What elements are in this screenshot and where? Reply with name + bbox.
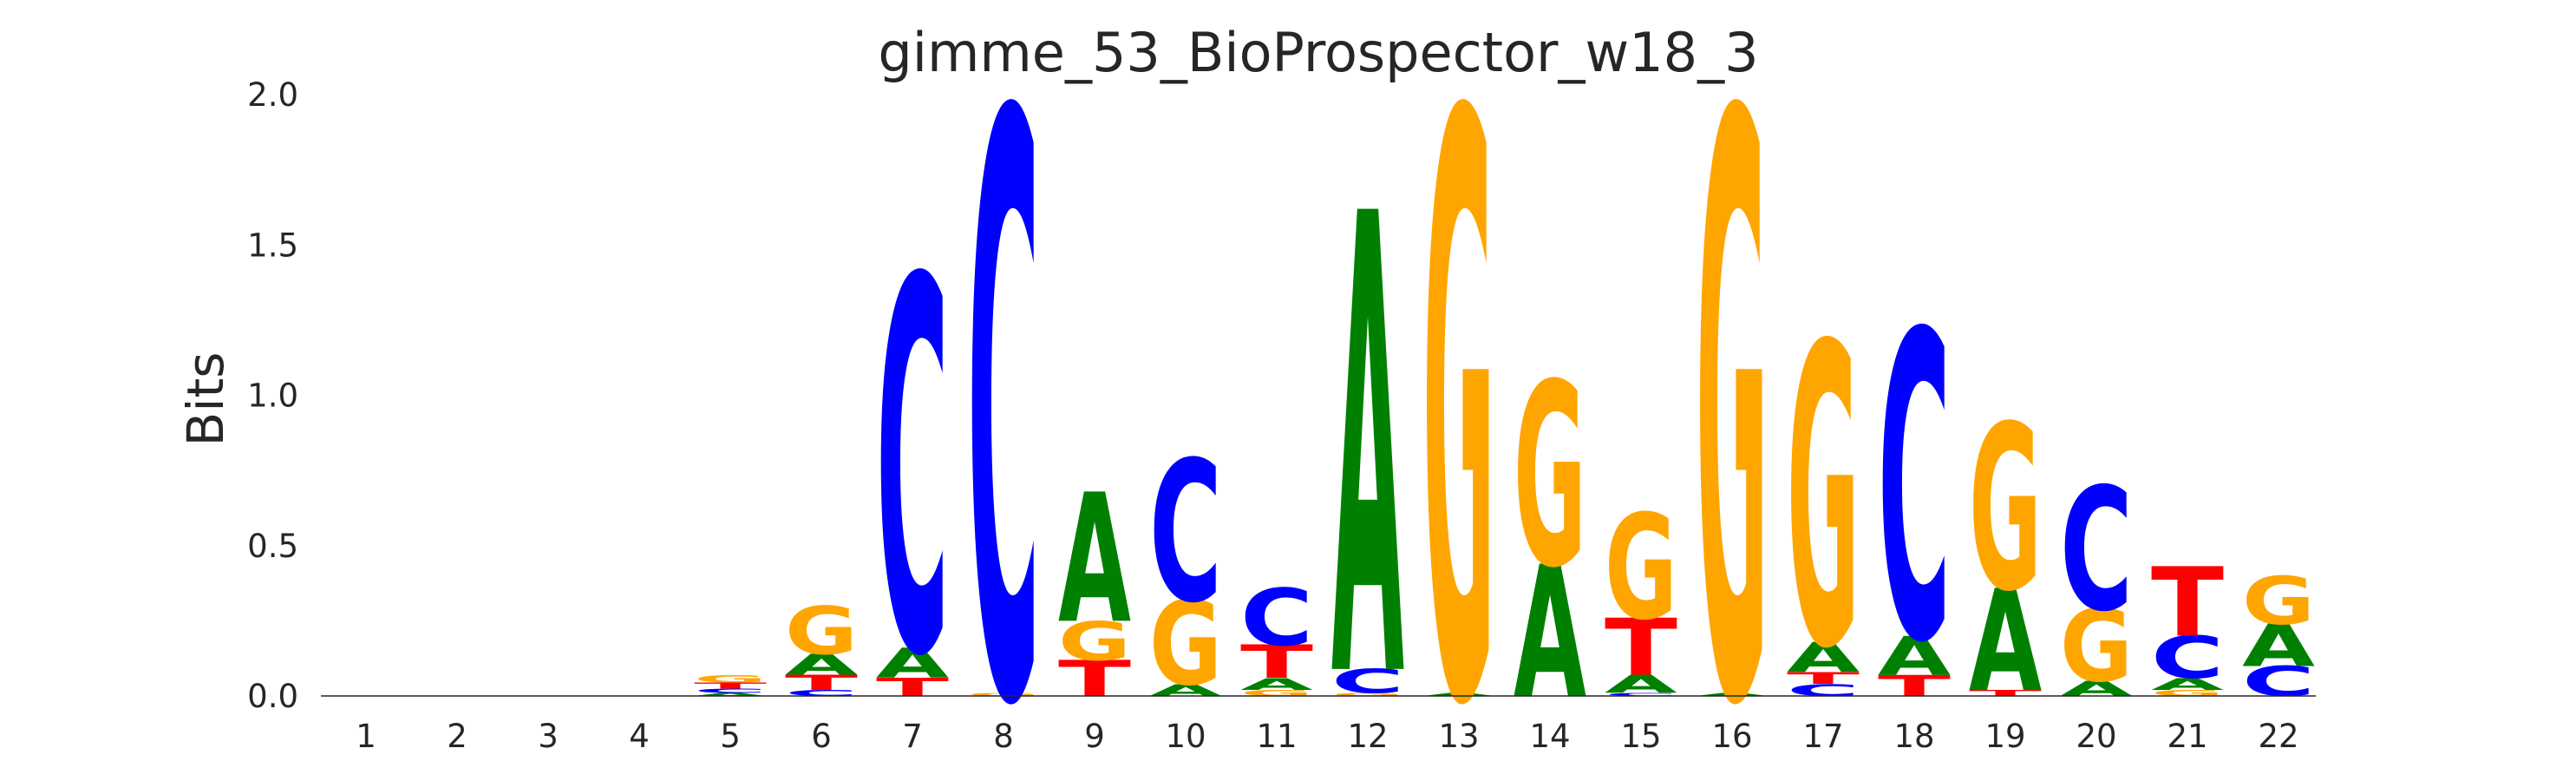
logo-letter-a: A	[1514, 528, 1586, 740]
logo-letter-a: A	[1878, 625, 1951, 687]
y-axis-label: Bits	[176, 352, 235, 447]
logo-letter-c: C	[1149, 419, 1222, 646]
logo-letter-a: A	[1422, 692, 1496, 698]
logo-letter-a: A	[2151, 675, 2224, 694]
x-tick-label: 9	[1084, 718, 1105, 755]
logo-letter-t: T	[1240, 636, 1313, 689]
logo-letter-t: T	[1878, 669, 1952, 703]
logo-letter-a: A	[876, 640, 949, 688]
x-tick-label: 14	[1529, 718, 1570, 755]
x-axis-ticks: 1 2 3 4 5 6 7 8 9 10 11 12 13 14 15 16 17 18 19 20 21 22	[356, 718, 2298, 755]
x-tick-label: 22	[2258, 718, 2298, 755]
logo-letter-g: G	[2060, 588, 2133, 705]
logo-letter-c: C	[967, 0, 1040, 781]
logo-letter-g: G	[694, 673, 767, 685]
logo-letter-g: G	[967, 692, 1040, 698]
logo-letter-g: G	[2151, 688, 2224, 698]
logo-letter-g: G	[1605, 484, 1677, 653]
logo-letter-a: A	[1149, 681, 1222, 700]
logo-letter-g: G	[1696, 0, 1769, 781]
y-tick-label: 0.0	[247, 678, 298, 715]
logo-letter-t: T	[1058, 650, 1131, 708]
x-tick-label: 11	[1256, 718, 1297, 755]
logo-letter-c: C	[2242, 658, 2315, 706]
logo-letter-g: G	[1331, 692, 1404, 698]
y-axis-ticks: 0.0 0.5 1.0 1.5 2.0	[247, 76, 298, 715]
logo-letter-g: G	[785, 593, 858, 670]
x-tick-label: 5	[720, 718, 741, 755]
logo-letter-c: C	[694, 687, 767, 694]
y-tick-label: 1.5	[247, 226, 298, 264]
x-tick-label: 3	[538, 718, 559, 755]
logo-letter-c: C	[785, 688, 858, 698]
x-tick-label: 20	[2076, 718, 2116, 755]
logo-letter-t: T	[876, 673, 949, 702]
x-tick-label: 4	[629, 718, 650, 755]
y-tick-label: 0.5	[247, 528, 298, 565]
chart-title: gimme_53_BioProspector_w18_3	[878, 21, 1758, 84]
x-tick-label: 8	[993, 718, 1014, 755]
logo-letter-a: A	[1331, 82, 1405, 781]
x-tick-label: 6	[811, 718, 832, 755]
logo-letter-c: C	[1331, 663, 1404, 701]
x-tick-label: 15	[1620, 718, 1661, 755]
logo-letter-g: G	[1149, 577, 1222, 712]
x-tick-label: 19	[1984, 718, 2025, 755]
logo-letter-a: A	[785, 648, 858, 682]
x-tick-label: 1	[356, 718, 376, 755]
y-tick-label: 2.0	[247, 76, 298, 114]
logo-letter-t: T	[694, 681, 768, 691]
y-tick-label: 1.0	[247, 377, 298, 415]
logo-letter-t: T	[1969, 688, 2043, 698]
logo-letter-a: A	[2242, 613, 2315, 680]
x-tick-label: 12	[1347, 718, 1388, 755]
logo-letter-c: C	[2151, 625, 2224, 692]
logo-letter-a: A	[1696, 692, 1769, 698]
logo-letter-c: C	[2060, 452, 2133, 649]
logo-letter-a: A	[694, 692, 768, 698]
x-tick-label: 7	[902, 718, 923, 755]
logo-letter-g: G	[1058, 610, 1131, 673]
x-tick-label: 13	[1438, 718, 1479, 755]
logo-letter-g: G	[1240, 688, 1313, 698]
x-tick-label: 21	[2167, 718, 2207, 755]
logo-letter-g: G	[2242, 563, 2315, 640]
logo-letter-t: T	[2151, 548, 2224, 659]
logo-letter-t: T	[785, 671, 858, 695]
logo-letter-g: G	[1969, 377, 2042, 641]
logo-letter-t: T	[1605, 603, 1677, 694]
x-tick-label: 2	[447, 718, 467, 755]
x-tick-label: 16	[1711, 718, 1752, 755]
logo-letter-a: A	[1605, 670, 1677, 699]
logo-letter-c: C	[1240, 573, 1313, 664]
logo-letter-a: A	[2060, 677, 2133, 701]
logo-letter-c: C	[1787, 681, 1860, 700]
logo-letter-g: G	[1787, 260, 1860, 740]
logo-letter-a: A	[1240, 675, 1313, 694]
x-tick-label: 17	[1802, 718, 1843, 755]
logo-letter-c: C	[1878, 246, 1951, 736]
logo-letter-t: T	[1787, 668, 1860, 687]
logo-letter-g: G	[1422, 0, 1495, 781]
logo-letter-c: C	[876, 174, 949, 770]
x-tick-label: 10	[1165, 718, 1206, 755]
logo-letter-a: A	[1058, 456, 1131, 664]
logo-letter-a: A	[1787, 633, 1860, 682]
logo-letter-c: C	[1605, 692, 1677, 698]
x-tick-label: 18	[1893, 718, 1934, 755]
logo-letter-g: G	[1514, 331, 1586, 623]
